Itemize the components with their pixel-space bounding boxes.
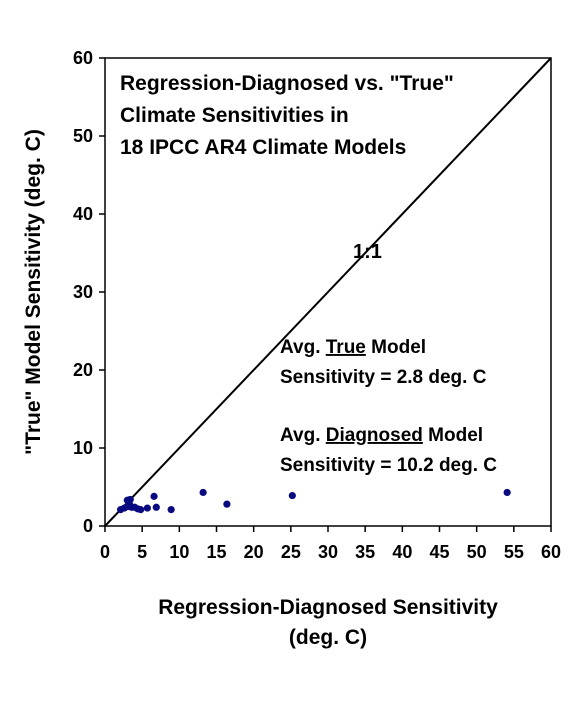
y-tick-label: 50 bbox=[73, 126, 93, 146]
axis-ticks: 0 5 10 15 20 25 30 35 40 45 50 55 60 0 10 20 30 40 50 60 bbox=[73, 48, 561, 562]
data-point bbox=[503, 488, 511, 497]
avg-diagnosed-prefix: Avg. bbox=[280, 425, 326, 446]
avg-diagnosed-emphasis: Diagnosed bbox=[326, 425, 423, 446]
data-points bbox=[117, 488, 511, 514]
y-tick-label: 20 bbox=[73, 360, 93, 380]
x-tick-label: 0 bbox=[100, 542, 110, 562]
one-to-one-line bbox=[104, 57, 552, 527]
data-point bbox=[167, 506, 175, 514]
x-tick-label: 35 bbox=[355, 542, 375, 562]
x-tick-label: 45 bbox=[429, 542, 449, 562]
x-tick-label: 25 bbox=[281, 542, 301, 562]
x-tick-label: 60 bbox=[541, 542, 561, 562]
chart-title-line-3: 18 IPCC AR4 Climate Models bbox=[120, 136, 406, 159]
x-axis-title-line-1: Regression-Diagnosed Sensitivity bbox=[158, 596, 498, 619]
chart-title-line-1: Regression-Diagnosed vs. "True" bbox=[120, 72, 454, 95]
x-tick-label: 20 bbox=[244, 542, 264, 562]
avg-true-annotation-line-1: Avg. True Model bbox=[280, 337, 426, 358]
one-to-one-label: 1:1 bbox=[353, 241, 382, 263]
avg-true-emphasis: True bbox=[326, 337, 366, 358]
x-tick-label: 40 bbox=[392, 542, 412, 562]
x-tick-label: 55 bbox=[504, 542, 524, 562]
data-point bbox=[199, 488, 207, 497]
y-tick-label: 10 bbox=[73, 438, 93, 458]
x-tick-label: 30 bbox=[318, 542, 338, 562]
data-point bbox=[152, 503, 160, 511]
y-tick-label: 0 bbox=[83, 516, 93, 536]
avg-diagnosed-suffix: Model bbox=[423, 425, 483, 446]
x-tick-label: 15 bbox=[206, 542, 226, 562]
y-tick-label: 30 bbox=[73, 282, 93, 302]
data-point bbox=[150, 492, 158, 500]
y-tick-label: 60 bbox=[73, 48, 93, 68]
x-tick-label: 10 bbox=[169, 542, 189, 562]
y-tick-label: 40 bbox=[73, 204, 93, 224]
avg-true-prefix: Avg. bbox=[280, 337, 326, 358]
data-point bbox=[137, 506, 145, 514]
data-point bbox=[143, 504, 151, 512]
y-axis-title: "True" Model Sensitivity (deg. C) bbox=[22, 129, 45, 455]
x-axis-title-line-2: (deg. C) bbox=[289, 626, 367, 649]
data-point bbox=[223, 500, 231, 508]
avg-diagnosed-annotation-line-1: Avg. Diagnosed Model bbox=[280, 425, 483, 446]
avg-true-suffix: Model bbox=[366, 337, 426, 358]
data-point bbox=[126, 495, 134, 504]
x-tick-label: 5 bbox=[137, 542, 147, 562]
data-point bbox=[288, 491, 296, 500]
avg-true-annotation-line-2: Sensitivity = 2.8 deg. C bbox=[280, 367, 487, 388]
chart-title-line-2: Climate Sensitivities in bbox=[120, 104, 349, 127]
avg-diagnosed-annotation-line-2: Sensitivity = 10.2 deg. C bbox=[280, 455, 497, 476]
x-tick-label: 50 bbox=[467, 542, 487, 562]
